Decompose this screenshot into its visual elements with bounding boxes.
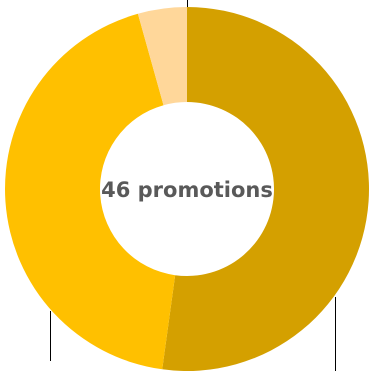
donut-slice-1 (162, 7, 369, 371)
center-label: 46 promotions (101, 178, 273, 202)
donut-slice-3 (137, 7, 187, 106)
leader-lines (50, 0, 336, 371)
donut-slice-2 (4, 13, 176, 370)
donut-slices (4, 7, 369, 371)
